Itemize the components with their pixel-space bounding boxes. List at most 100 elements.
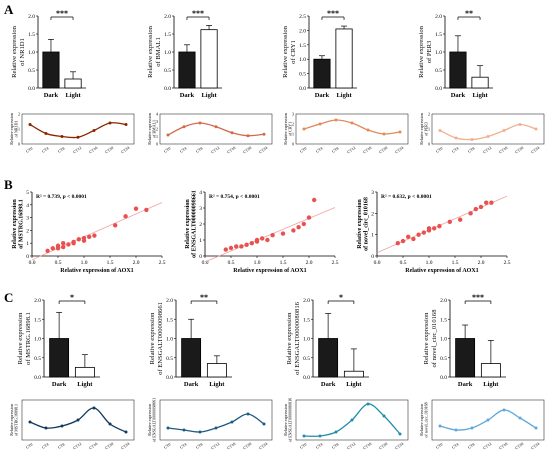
y-tick-label: 0 — [26, 254, 29, 260]
scatter-point — [234, 244, 239, 249]
scatter-point — [50, 246, 55, 251]
y-axis-label-line: of ENSGALT00000080816 — [288, 398, 293, 442]
y-tick-label: 2.0 — [34, 298, 41, 304]
data-point — [246, 134, 250, 138]
bar-dark — [181, 338, 202, 378]
y-axis-label: Relative expressionof novel_circ_010168 — [423, 309, 438, 368]
scatter-point — [437, 223, 442, 229]
series-line — [167, 122, 265, 137]
x-tick-label: CT8 — [195, 146, 204, 154]
scatter-point — [306, 215, 312, 220]
scatter-point — [61, 244, 66, 250]
scatter-point — [458, 217, 463, 222]
y-axis-label-line: Relative expression — [149, 312, 156, 365]
y-tick-label: 0.5 — [166, 356, 173, 362]
scatter-point — [478, 204, 484, 210]
scatter-point — [411, 236, 416, 242]
scatter-point — [426, 226, 432, 231]
x-tick-label: CT4 — [179, 442, 188, 450]
bar-dark — [178, 51, 196, 89]
data-point — [334, 118, 338, 122]
scatter-point — [270, 233, 275, 238]
data-point — [350, 418, 354, 422]
bar-light — [200, 29, 218, 89]
scatter-point — [228, 245, 234, 251]
data-point — [92, 406, 96, 410]
data-point — [262, 132, 266, 136]
y-tick-label: 2 — [156, 127, 158, 132]
x-tick-label: CT16 — [362, 441, 372, 450]
data-point — [182, 428, 186, 432]
scatter-point — [45, 248, 50, 254]
significance-label: *** — [327, 9, 339, 18]
y-tick-label: 2 — [371, 211, 374, 217]
y-tick-label: 2.0 — [299, 28, 306, 34]
data-point — [350, 121, 354, 125]
data-point — [60, 135, 64, 138]
y-axis-label-line: Relative expression — [419, 113, 424, 144]
data-point — [230, 420, 234, 424]
y-axis-label-line: of ENSGALT00000098661 — [157, 302, 164, 375]
y-tick-label: 2.0 — [435, 14, 442, 20]
y-tick-label: 1.0 — [166, 337, 173, 343]
x-tick-label: CT24 — [258, 441, 268, 450]
x-tick-label: Dark — [315, 92, 330, 99]
scatter-point — [133, 206, 139, 211]
y-tick-label: 1.0 — [164, 50, 171, 56]
y-tick-label: 1.0 — [303, 337, 310, 343]
y-axis-label-line: Relative expression — [185, 199, 191, 249]
y-axis-label-line: Relative expression — [147, 113, 152, 144]
x-tick-label: CT24 — [530, 441, 540, 450]
panel-label-c: C — [4, 290, 13, 305]
y-axis-label-line: of PER3 — [424, 122, 429, 136]
data-point — [534, 426, 538, 430]
x-tick-label: CT0 — [435, 146, 444, 154]
y-axis-label: Relative expressionof novel_circ_010168 — [357, 197, 370, 251]
bar-light — [335, 28, 353, 89]
y-tick-label: 1.5 — [28, 32, 35, 38]
y-axis-label-line: of NR1D1 — [14, 121, 19, 138]
x-tick-label: Light — [77, 381, 93, 388]
data-point — [470, 426, 474, 430]
x-tick-label: CT24 — [530, 145, 540, 154]
scatter-point — [81, 235, 87, 241]
y-axis-label-line: of PER3 — [426, 40, 433, 63]
data-point — [454, 428, 458, 432]
significance-label: ** — [200, 293, 208, 302]
plot-frame — [21, 113, 135, 145]
scatter-point — [400, 238, 406, 244]
data-point — [198, 121, 202, 125]
x-tick-label: Dark — [44, 92, 59, 99]
y-tick-label: 0 — [428, 142, 430, 147]
x-tick-label: CT12 — [482, 441, 492, 450]
x-tick-label: CT20 — [378, 441, 388, 450]
data-point — [124, 123, 128, 126]
bar-light — [74, 366, 95, 378]
y-axis-label-line: of MSTRG.16898.1 — [19, 199, 25, 249]
y-axis-label: Relative expressionof MSTRG.16898.1 — [12, 199, 25, 249]
y-axis-label-line: of novel_circ_010168 — [364, 197, 370, 251]
y-tick-label: 3 — [26, 216, 29, 222]
data-point — [92, 129, 96, 132]
data-point — [366, 402, 370, 406]
scatter-point — [421, 230, 426, 235]
scatter-point — [395, 241, 400, 246]
y-axis-label: Relative expressionof ENSGALT00000080816 — [286, 301, 301, 375]
scatter-point — [61, 241, 66, 246]
significance-label: ** — [465, 9, 473, 18]
x-tick-label: 2.5 — [504, 260, 511, 266]
data-point — [166, 133, 170, 137]
y-tick-label: 1.0 — [440, 337, 447, 343]
scatter-point — [87, 234, 92, 239]
scatter-point — [260, 236, 265, 241]
y-tick-label: 1 — [18, 127, 20, 132]
scatter-point — [473, 206, 478, 212]
y-tick-label: 1.5 — [166, 317, 173, 323]
scatter-point — [55, 243, 61, 248]
x-tick-label: CT8 — [331, 146, 340, 154]
x-tick-label: CT12 — [72, 441, 82, 450]
scatter-point — [484, 200, 489, 205]
x-tick-label: CT12 — [346, 145, 356, 154]
x-tick-label: 1.5 — [280, 260, 287, 266]
y-tick-label: 2 — [428, 112, 430, 117]
